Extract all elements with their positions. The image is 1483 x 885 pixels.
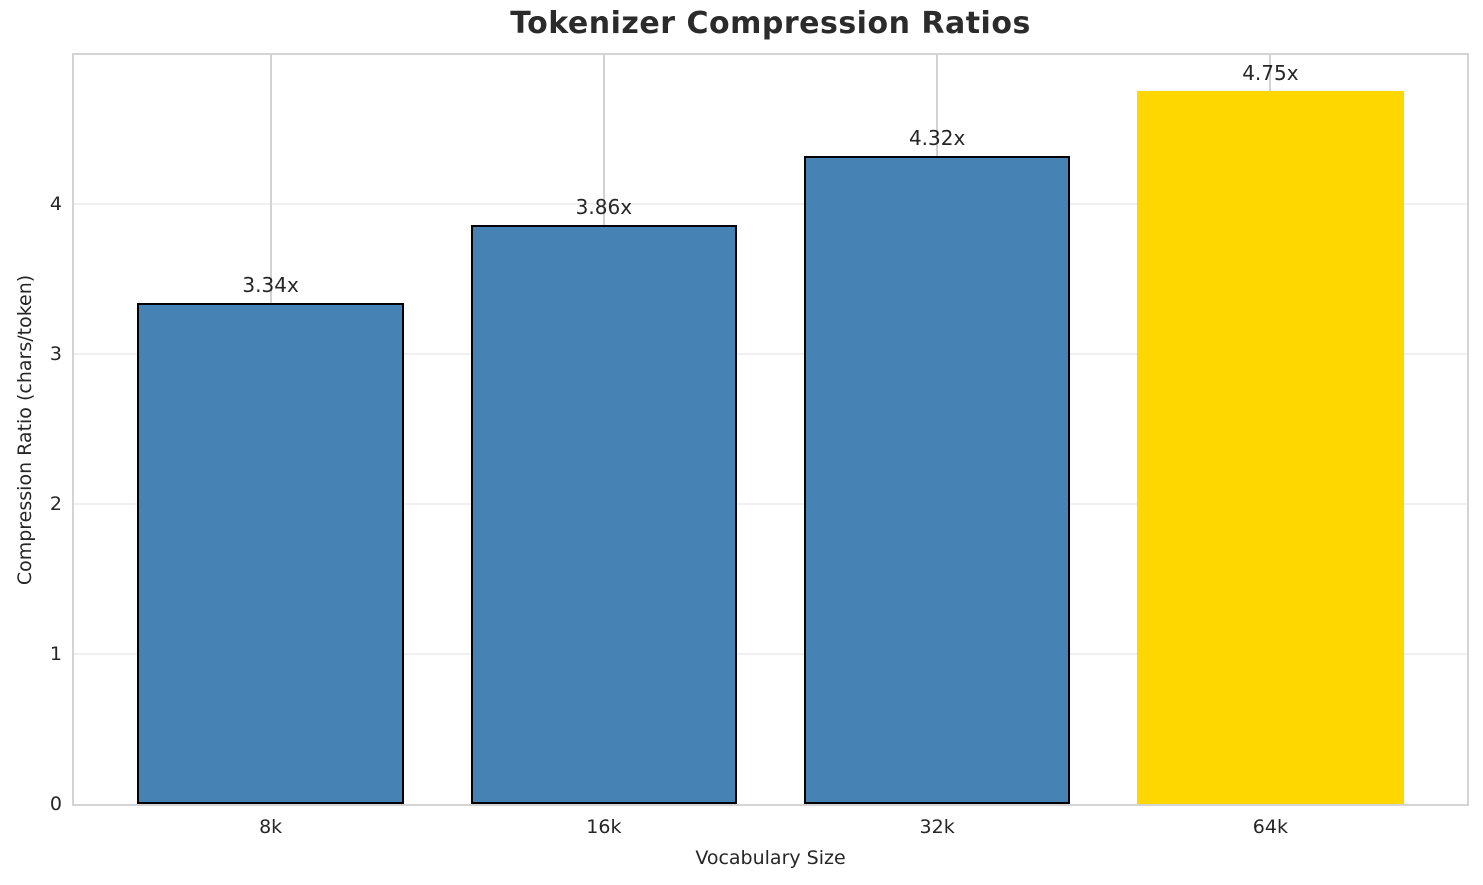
bar-8k bbox=[137, 302, 404, 804]
gridline-horizontal bbox=[74, 652, 1467, 655]
x-tick-label: 64k bbox=[1252, 816, 1288, 838]
x-axis-label: Vocabulary Size bbox=[695, 847, 846, 869]
y-tick-label: 3 bbox=[49, 342, 62, 365]
y-tick-label: 2 bbox=[49, 492, 62, 515]
bar-value-label: 3.86x bbox=[575, 194, 633, 219]
x-tick-label: 8k bbox=[259, 816, 283, 838]
chart-title: Tokenizer Compression Ratios bbox=[510, 6, 1031, 41]
bar-value-label: 4.75x bbox=[1242, 61, 1299, 86]
y-tick-label: 0 bbox=[49, 793, 62, 815]
bar-value-label: 3.34x bbox=[242, 272, 299, 297]
y-tick-label: 1 bbox=[49, 642, 62, 665]
bar-32k bbox=[803, 155, 1071, 804]
x-tick-label: 32k bbox=[919, 816, 955, 838]
y-tick-label: 4 bbox=[49, 192, 62, 215]
bar-64k bbox=[1137, 91, 1404, 804]
y-axis-label: Compression Ratio (chars/token) bbox=[14, 274, 36, 586]
bar-value-label: 4.32x bbox=[908, 125, 966, 150]
plot-area: 0 1 2 3 4 3.34x 8k 3.86x 16k 4.32x 32k 4.75x 64k bbox=[50, 53, 1469, 838]
gridline-horizontal bbox=[74, 352, 1467, 355]
bar-16k bbox=[470, 224, 738, 804]
gridline-horizontal bbox=[74, 202, 1467, 205]
x-tick-label: 16k bbox=[586, 816, 622, 838]
gridline-horizontal bbox=[74, 502, 1467, 505]
